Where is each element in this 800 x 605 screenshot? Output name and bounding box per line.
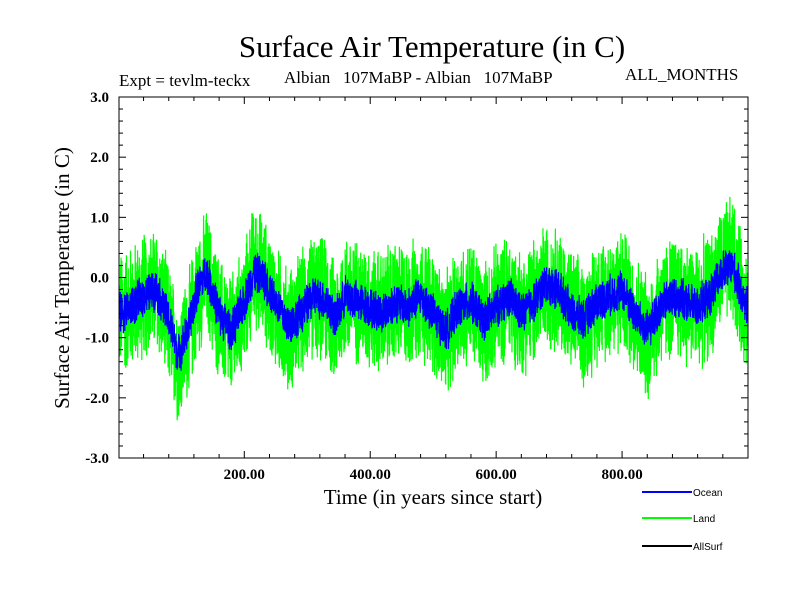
y-tick-label: -1.0 <box>85 331 109 347</box>
legend-label-ocean: Ocean <box>693 488 722 499</box>
x-tick-label: 800.00 <box>601 467 642 483</box>
y-tick-label: 1.0 <box>90 210 109 226</box>
legend-label-land: Land <box>693 514 715 525</box>
x-axis-label: Time (in years since start) <box>324 485 543 509</box>
y-tick-label: 0.0 <box>90 271 109 287</box>
chart-title: Surface Air Temperature (in C) <box>239 29 625 64</box>
y-axis-label: Surface Air Temperature (in C) <box>50 147 74 409</box>
axes-layer: -3.0 -2.0 -1.0 0.0 1.0 2.0 3.0 200.00 400.00 600.… <box>85 90 749 483</box>
y-tick-label: 3.0 <box>90 90 109 106</box>
series-line-ocean <box>119 250 748 371</box>
y-tick-label: 2.0 <box>90 150 109 166</box>
x-tick-label: 600.00 <box>476 467 517 483</box>
y-tick-label: -2.0 <box>85 391 109 407</box>
x-tick-label: 200.00 <box>224 467 265 483</box>
chart-subtitle-left: Expt = tevlm-teckx <box>119 71 251 90</box>
x-tick-label: 400.00 <box>350 467 391 483</box>
chart-subtitle-right: ALL_MONTHS <box>625 65 738 84</box>
series-layer <box>119 196 748 421</box>
legend-label-allsurf: AllSurf <box>693 542 723 553</box>
y-tick-label: -3.0 <box>85 451 109 467</box>
legend: Ocean Land AllSurf <box>642 488 723 553</box>
chart-subtitle-center: Albian 107MaBP - Albian 107MaBP <box>284 68 553 87</box>
